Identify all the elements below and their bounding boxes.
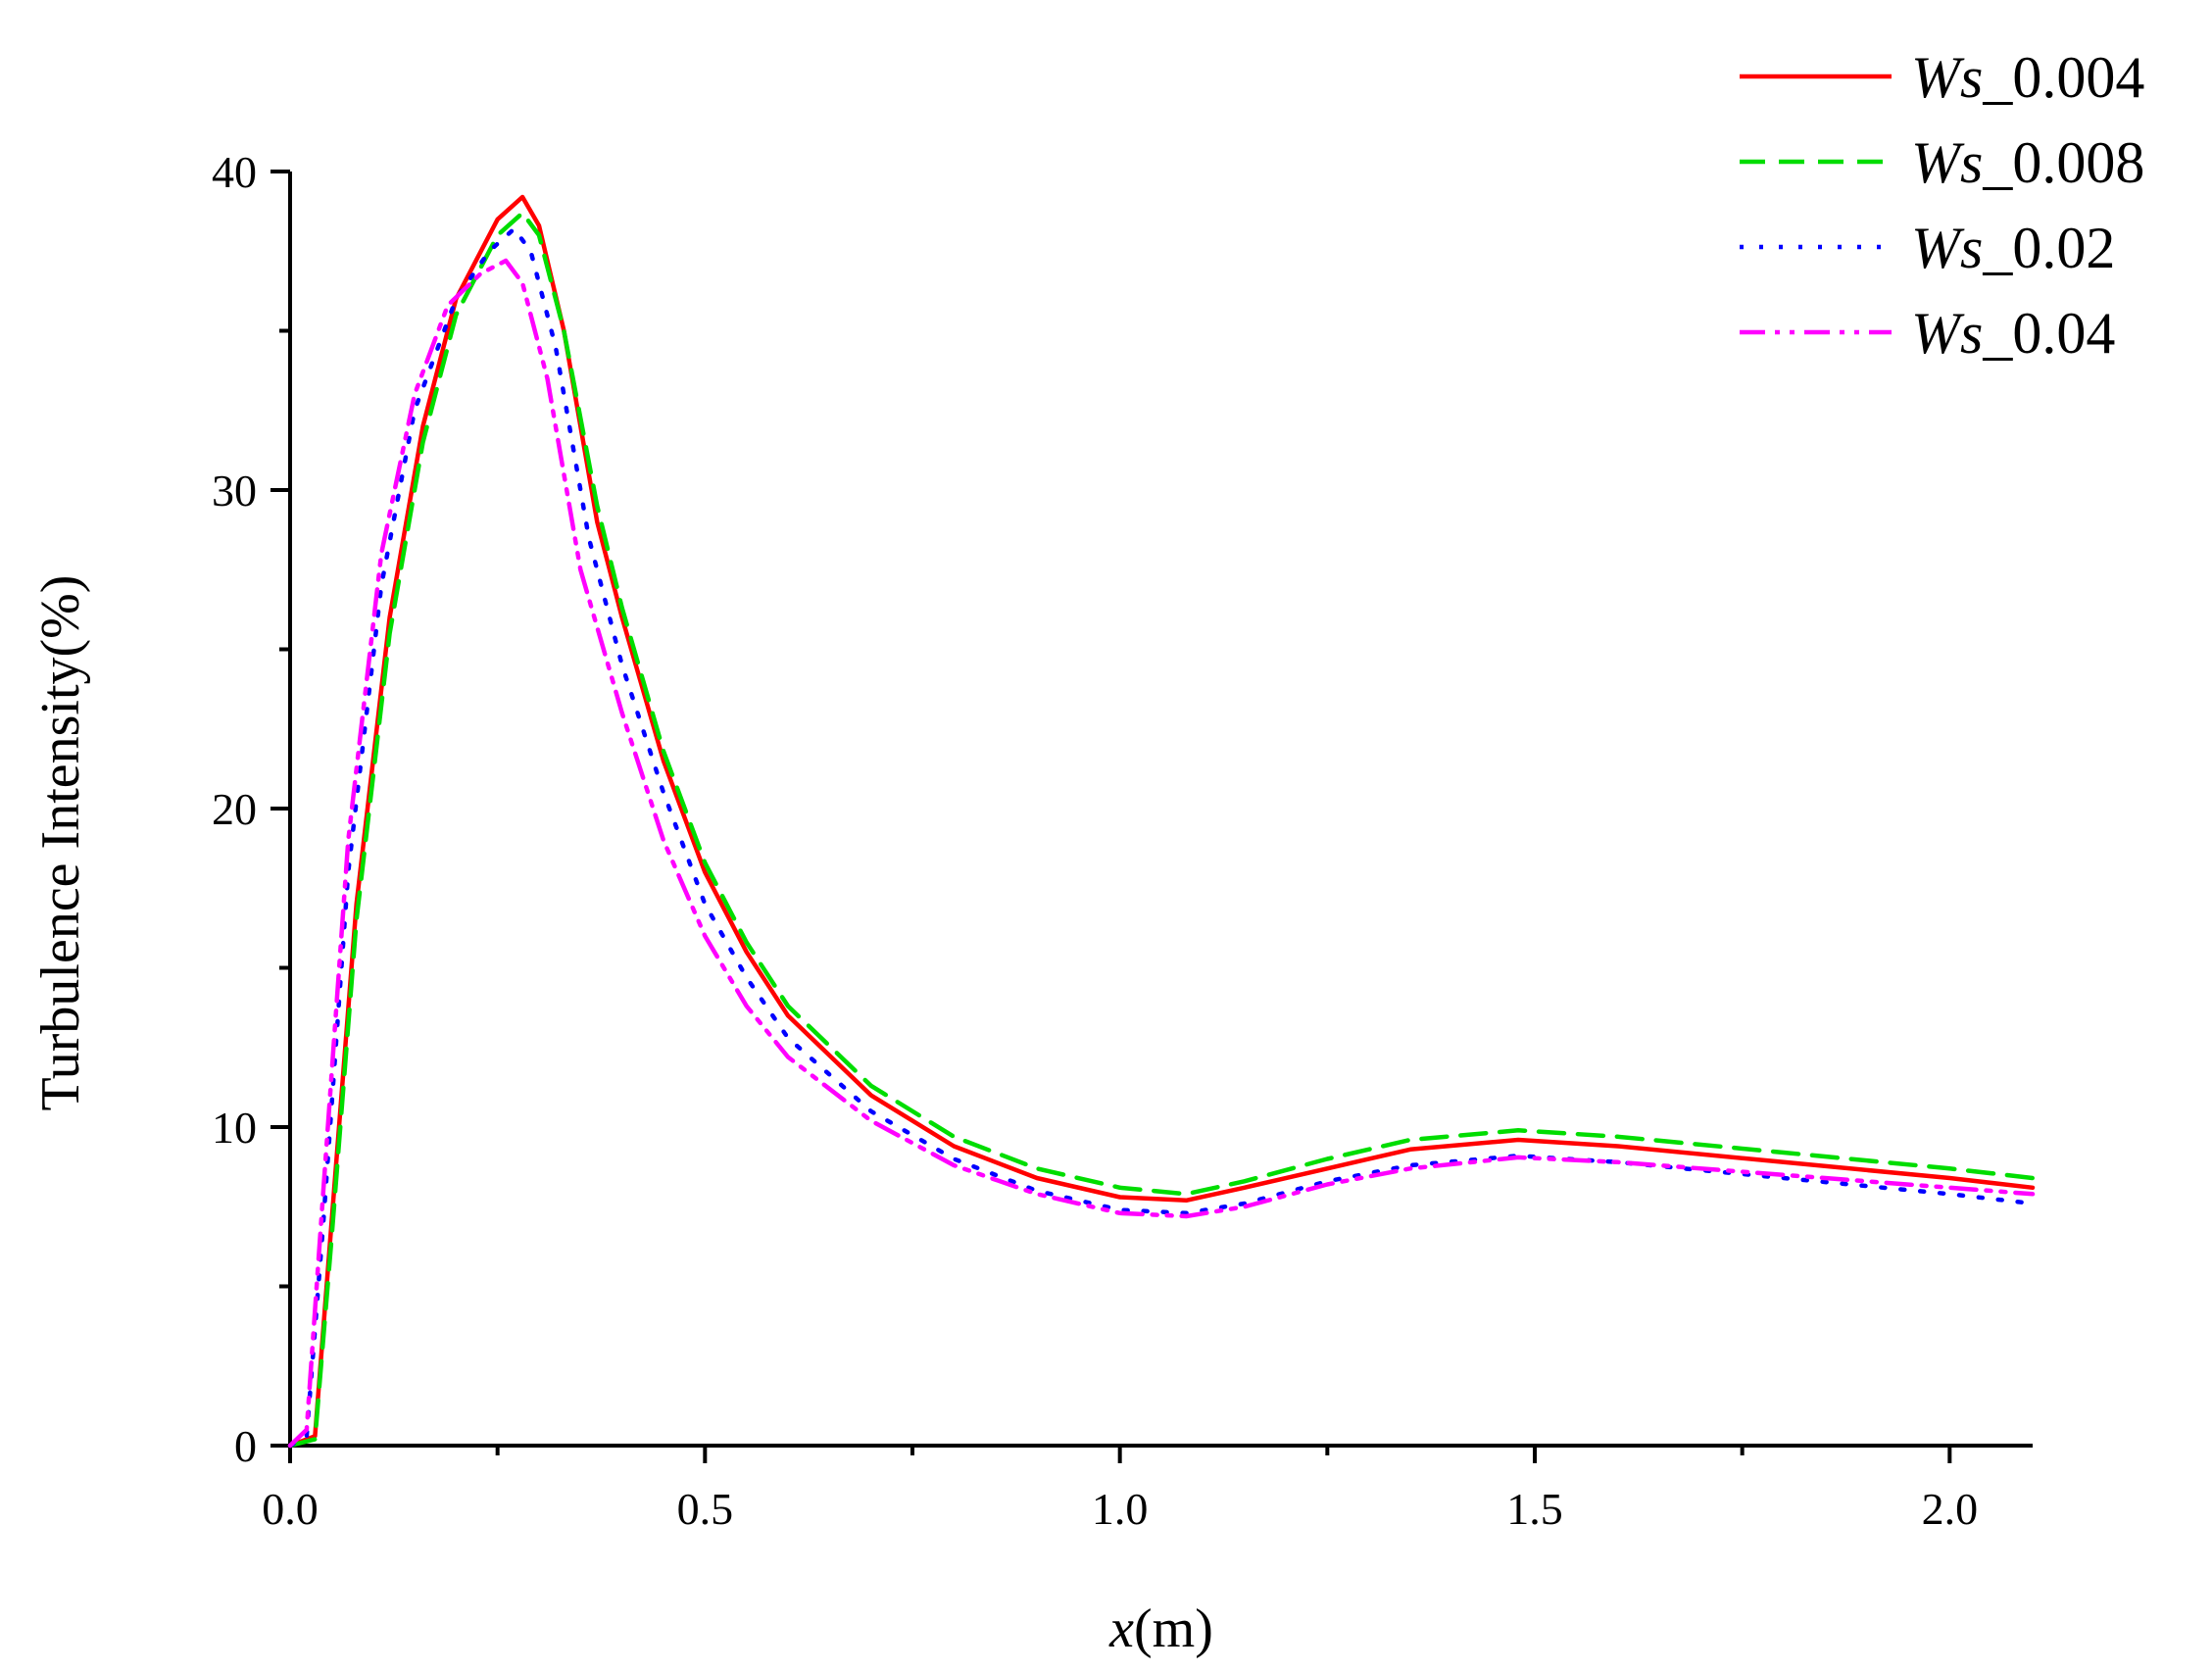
series-line-2 xyxy=(287,226,2036,1449)
legend-label-italic: Ws xyxy=(1911,130,1983,195)
x-tick-label: 2.0 xyxy=(1922,1484,1979,1534)
legend-label-italic: Ws xyxy=(1911,301,1983,366)
legend-label-value: _0.004 xyxy=(1982,45,2144,110)
x-axis-title-italic: x xyxy=(1108,1598,1134,1659)
y-tick-label: 20 xyxy=(212,784,257,834)
y-tick-label: 0 xyxy=(234,1421,257,1471)
legend-label-value: _0.008 xyxy=(1982,130,2144,195)
legend-label-italic: Ws xyxy=(1911,216,1983,280)
series-line-0 xyxy=(287,194,2036,1449)
tick-labels: 0.0 0.5 1.0 1.5 2.0 0 10 20 30 40 xyxy=(212,147,1978,1534)
x-tick-label: 1.0 xyxy=(1092,1484,1149,1534)
legend-label-3: Ws_0.04 xyxy=(1911,301,2115,366)
x-tick-label: 0.5 xyxy=(677,1484,734,1534)
legend-label-2: Ws_0.02 xyxy=(1911,216,2115,280)
axes xyxy=(288,172,2033,1448)
legend-label-1: Ws_0.008 xyxy=(1911,130,2144,195)
y-tick-label: 40 xyxy=(212,147,257,197)
legend-label-italic: Ws xyxy=(1911,45,1983,110)
y-tick-label: 10 xyxy=(212,1103,257,1153)
legend-label-value: _0.04 xyxy=(1982,301,2115,366)
x-tick-label: 0.0 xyxy=(262,1484,319,1534)
series-line-3 xyxy=(287,258,2036,1449)
series-line-1 xyxy=(287,211,2036,1449)
legend-label-0: Ws_0.004 xyxy=(1911,45,2144,110)
x-axis-title: x(m) xyxy=(1108,1598,1213,1659)
x-tick-label: 1.5 xyxy=(1506,1484,1563,1534)
legend-label-value: _0.02 xyxy=(1982,216,2115,280)
ticks xyxy=(270,170,1952,1463)
y-axis-title: Turbulence Intensity(%) xyxy=(30,575,91,1111)
x-axis-title-unit: (m) xyxy=(1134,1598,1213,1659)
series-lines xyxy=(287,194,2036,1449)
y-tick-label: 30 xyxy=(212,466,257,516)
